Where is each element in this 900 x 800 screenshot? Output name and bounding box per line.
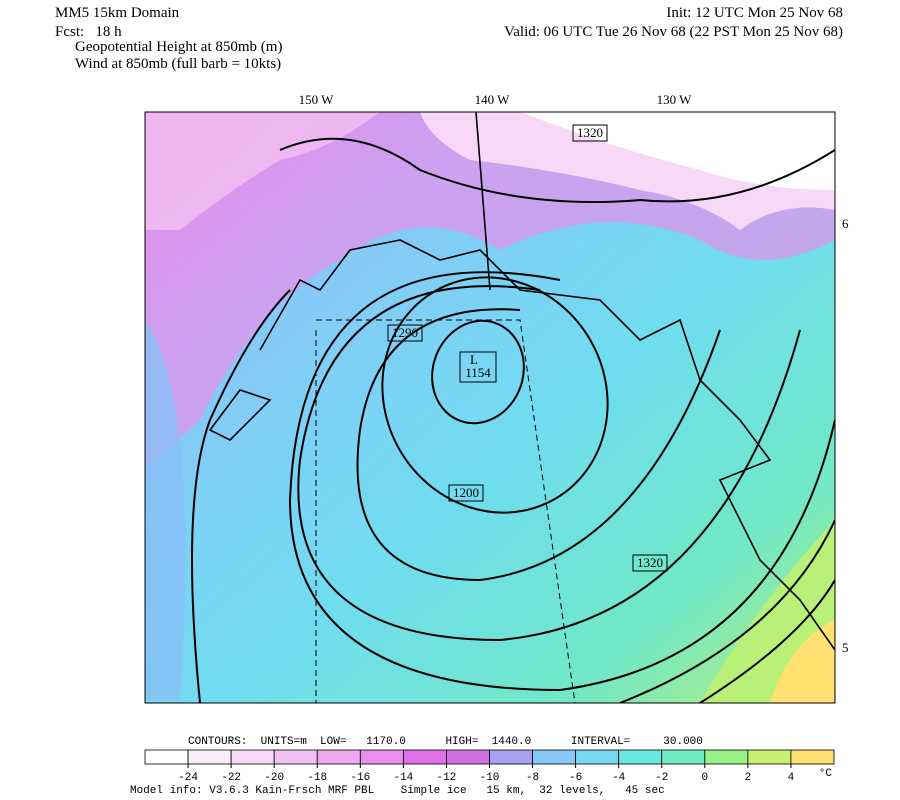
colorbar-label: 4 [788, 772, 795, 784]
colorbar-swatch [230, 749, 275, 765]
low-symbol: L [470, 352, 478, 367]
contour [619, 519, 835, 703]
cool-region [145, 320, 186, 700]
contour [297, 285, 801, 642]
colorbar-label: -24 [178, 772, 198, 784]
domain-title: MM5 15km Domain [55, 5, 180, 21]
colorbar-label: 2 [745, 772, 752, 784]
longitude-label: 130 W [657, 92, 693, 107]
colorbar-label: -8 [526, 772, 539, 784]
field-name: Geopotential Height at 850mb (m) [75, 39, 282, 55]
colorbar-swatch [489, 749, 533, 765]
cold-region [520, 112, 835, 190]
longitude-label: 140 W [475, 92, 511, 107]
colorbar-swatch [747, 749, 792, 765]
coastline [259, 239, 835, 651]
colorbar-label: -12 [437, 772, 457, 784]
coastlines [208, 112, 835, 703]
latitude-label: 5 [842, 640, 849, 655]
colorbar-swatch [661, 749, 706, 765]
colorbar-swatch [359, 749, 404, 765]
contour-label-box [448, 484, 484, 502]
colorbar-label: -10 [480, 772, 500, 784]
warm-region [770, 620, 835, 703]
contour [288, 271, 835, 692]
colorbar-swatch [316, 749, 361, 765]
model-info: Model info: V3.6.3 Kain-Frsch MRF PBL Si… [130, 785, 665, 797]
colorbar-swatch [704, 749, 749, 765]
colorbar-label: -16 [350, 772, 370, 784]
colorbar-label: -22 [221, 772, 241, 784]
colorbar-label: -6 [569, 772, 582, 784]
colorbar-unit: °C [819, 768, 833, 780]
low-center-box [459, 351, 497, 383]
colorbar-label: -2 [655, 772, 668, 784]
latitude-label: 6 [842, 216, 849, 231]
colorbar-swatch [144, 749, 189, 765]
domain-boundary [315, 319, 576, 703]
contour [279, 137, 835, 203]
colorbar-swatch [273, 749, 318, 765]
valid-time: Valid: 06 UTC Tue 26 Nov 68 (22 PST Mon … [504, 24, 843, 40]
cold-region [145, 112, 380, 230]
contour-label-box [387, 324, 423, 342]
contour [356, 308, 721, 582]
contour [191, 289, 291, 703]
init-time: Init: 12 UTC Mon 25 Nov 68 [666, 5, 843, 21]
colorbar-swatch [187, 749, 232, 765]
height-contours [191, 137, 835, 703]
colorbar-swatch [402, 749, 447, 765]
longitude-label: 150 W [299, 92, 335, 107]
colorbar-swatch [575, 749, 620, 765]
map-frame [144, 111, 836, 704]
contour-label: 1320 [577, 125, 603, 140]
colorbar-label: -14 [393, 772, 413, 784]
contour-info: CONTOURS: UNITS=m LOW= 1170.0 HIGH= 1440… [188, 736, 703, 748]
island [208, 389, 272, 441]
contour-label-box [632, 554, 668, 572]
contour-label-box [572, 124, 608, 142]
colorbar-swatch [532, 749, 577, 765]
forecast-hour: Fcst: 18 h [55, 24, 122, 40]
map-area [145, 112, 835, 703]
colorbar-swatch [790, 749, 835, 765]
contour [699, 579, 835, 703]
border [475, 112, 491, 291]
colorbar-swatch [618, 749, 663, 765]
colorbar-label: 0 [702, 772, 709, 784]
colorbar: -24 -22 -20 -18 -16 -14 -12 -10 -8 -6 -4 -2 0 2 4 °C [144, 749, 835, 784]
low-value: 1154 [465, 365, 491, 380]
contour-label: 1320 [637, 555, 663, 570]
contour-label: 1200 [453, 485, 479, 500]
field-name: Wind at 850mb (full barb = 10kts) [75, 56, 281, 72]
colorbar-label: -20 [264, 772, 284, 784]
contour [431, 319, 525, 425]
colorbar-label: -18 [307, 772, 327, 784]
contour-label: 1290 [392, 325, 418, 340]
colorbar-swatch [446, 749, 490, 765]
colorbar-label: -4 [612, 772, 626, 784]
